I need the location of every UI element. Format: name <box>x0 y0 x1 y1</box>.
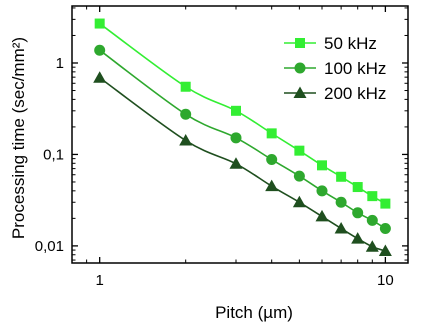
series-line <box>99 49 386 230</box>
series-line <box>99 22 386 205</box>
legend: 50 kHz 100 kHz 200 kHz <box>284 34 386 103</box>
data-point <box>292 195 306 208</box>
data-point <box>316 185 328 197</box>
data-point <box>378 244 392 256</box>
x-tick-label: 10 <box>377 272 394 289</box>
data-point <box>334 221 348 234</box>
data-point <box>265 179 279 192</box>
legend-label: 100 kHz <box>324 59 386 78</box>
data-point <box>230 132 242 144</box>
data-point <box>316 160 327 171</box>
data-point <box>379 222 391 234</box>
legend-item: 50 kHz <box>284 34 377 53</box>
x-axis-label: Pitch (µm) <box>215 303 293 322</box>
data-point <box>180 108 192 120</box>
data-point <box>335 196 347 208</box>
data-point <box>293 170 305 182</box>
data-point <box>180 81 191 92</box>
legend-label: 200 kHz <box>324 84 386 103</box>
series-layer <box>93 18 392 256</box>
data-point <box>315 209 329 222</box>
y-tick-label: 0,1 <box>43 146 64 163</box>
data-point <box>94 18 105 29</box>
data-point <box>294 145 305 156</box>
legend-marker <box>295 38 305 48</box>
legend-item: 100 kHz <box>284 59 386 78</box>
series-1 <box>94 44 391 234</box>
y-tick-label: 1 <box>56 55 64 72</box>
data-point <box>380 198 391 209</box>
y-axis-label: Processing time (sec/mm²) <box>9 37 28 239</box>
data-point <box>336 171 347 182</box>
data-point <box>365 240 379 252</box>
legend-marker <box>294 62 306 74</box>
data-point <box>230 105 241 116</box>
data-point <box>367 191 378 202</box>
series-line <box>99 77 386 252</box>
axis-ticks: 1 10 0,01 0,1 1 <box>35 6 408 289</box>
legend-marker <box>293 86 307 98</box>
legend-label: 50 kHz <box>324 34 377 53</box>
legend-item: 200 kHz <box>284 84 386 103</box>
data-point <box>229 157 243 169</box>
data-point <box>352 182 363 193</box>
series-0 <box>94 18 391 209</box>
data-point <box>366 214 378 226</box>
x-tick-label: 1 <box>96 272 104 289</box>
series-2 <box>93 71 392 256</box>
data-point <box>93 71 107 83</box>
data-point <box>352 207 364 219</box>
y-tick-label: 0,01 <box>35 238 64 255</box>
data-point <box>266 128 277 139</box>
data-point <box>179 134 193 146</box>
data-point <box>266 154 278 166</box>
data-point <box>351 232 365 244</box>
plot-frame <box>71 5 409 264</box>
data-point <box>94 44 106 56</box>
